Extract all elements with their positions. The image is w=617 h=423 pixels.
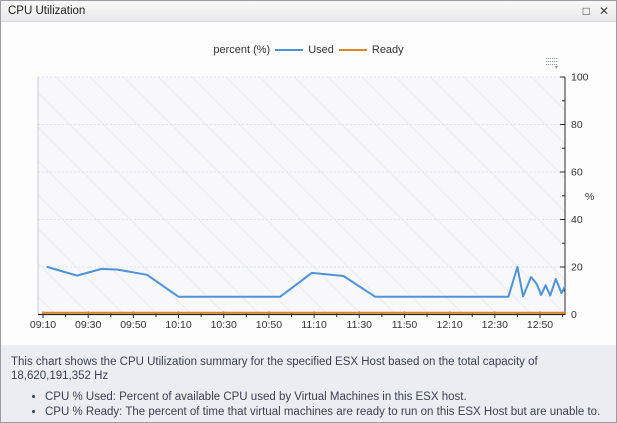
x-tick-label: 11:30	[347, 319, 373, 331]
y-tick-label: 20	[571, 262, 583, 274]
y-tick-label: 40	[571, 214, 583, 226]
x-tick-label: 10:30	[211, 319, 237, 331]
window-title: CPU Utilization	[8, 5, 86, 17]
maximize-icon[interactable]: □	[582, 4, 590, 18]
x-tick-label: 11:10	[301, 319, 327, 331]
chevron-down-icon: ▾	[554, 65, 558, 71]
y-tick-label: 100	[571, 72, 589, 84]
x-tick-label: 10:10	[165, 319, 191, 331]
legend-label-ready: Ready	[371, 44, 404, 56]
legend: percent (%) Used Ready	[1, 43, 616, 57]
y-tick-label: 80	[571, 119, 583, 131]
ready-series-swatch	[338, 49, 367, 51]
menu-bar	[546, 61, 557, 62]
chart-summary-text: This chart shows the CPU Utilization sum…	[11, 356, 538, 382]
titlebar: CPU Utilization □ ✕	[1, 1, 616, 22]
x-tick-label: 12:30	[482, 319, 508, 331]
series-line-used	[46, 266, 566, 298]
x-tick-label: 12:50	[527, 319, 553, 331]
bullet-cpu-ready: CPU % Ready: The percent of time that vi…	[45, 405, 606, 419]
legend-item-ready: Ready	[338, 44, 404, 56]
chart-panel: 0 20 40 60 80 100% 09:10 09:30 09:50 10:10 10:30 10…	[1, 22, 616, 422]
menu-bar	[546, 58, 557, 59]
x-tick-label: 09:50	[120, 319, 146, 331]
bullet-cpu-used: CPU % Used: Percent of available CPU use…	[45, 390, 606, 404]
x-tick-label: 09:30	[75, 319, 101, 331]
legend-label-used: Used	[308, 44, 334, 56]
chart-options-menu-icon[interactable]: ▾	[546, 56, 558, 71]
legend-item-used: Used	[275, 44, 334, 56]
close-icon[interactable]: ✕	[598, 4, 609, 18]
x-tick-label: 12:10	[436, 319, 462, 331]
menu-bar	[546, 64, 557, 65]
plot-watermark	[38, 77, 565, 315]
y-tick-label: 0	[571, 309, 577, 321]
y-tick-label: 60	[571, 167, 583, 179]
x-tick-label: 11:50	[392, 319, 418, 331]
legend-axis-label: percent (%)	[213, 44, 271, 56]
cpu-utilization-chart: 0 20 40 60 80 100% 09:10 09:30 09:50 10:10 10:30 10…	[30, 72, 594, 332]
y-axis-unit-label: %	[585, 191, 594, 203]
used-series-swatch	[275, 49, 304, 51]
description-bullet-list: CPU % Used: Percent of available CPU use…	[45, 390, 606, 419]
x-tick-label: 10:50	[256, 319, 282, 331]
window-controls: □ ✕	[583, 5, 609, 17]
x-tick-label: 09:10	[30, 319, 56, 331]
description-panel: This chart shows the CPU Utilization sum…	[1, 345, 616, 422]
